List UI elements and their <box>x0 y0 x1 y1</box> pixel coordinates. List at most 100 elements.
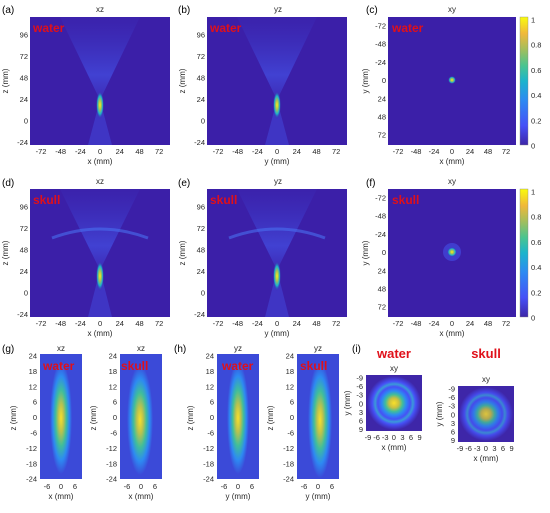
panel-c: (c) xy water -72 -48 -24 0 24 48 72 -72 -48 -24 0… <box>361 5 541 166</box>
y-tick-label: 9 <box>359 425 363 434</box>
panel-g-ylabel: z (mm) <box>9 405 18 430</box>
x-tick-label: 24 <box>466 147 474 156</box>
y-tick-label: -24 <box>283 475 294 484</box>
x-tick-label: -72 <box>213 147 224 156</box>
panel-f-focus <box>447 247 457 257</box>
panel-e-skull-band <box>228 227 326 240</box>
panel-c-medium: water <box>391 21 424 35</box>
x-tick-label: 0 <box>316 482 320 491</box>
x-tick-label: 6 <box>330 482 334 491</box>
panel-d-focus <box>96 261 104 291</box>
y-tick-label: 12 <box>206 382 214 391</box>
panel-g-xlabel: x (mm) <box>49 492 74 501</box>
y-tick-label: -6 <box>110 429 117 438</box>
y-tick-label: 6 <box>451 428 455 437</box>
y-tick-label: 12 <box>286 382 294 391</box>
x-tick-label: 6 <box>409 433 413 442</box>
y-tick-label: 24 <box>197 267 205 276</box>
y-tick-label: 3 <box>451 419 455 428</box>
x-tick-label: 3 <box>400 433 404 442</box>
x-tick-label: 0 <box>450 319 454 328</box>
x-tick-label: 72 <box>155 319 163 328</box>
colorbar-tick-label: 0 <box>531 142 535 151</box>
panel-f-ylabel: y (mm) <box>361 240 370 265</box>
panel-i-xlabel-right: x (mm) <box>474 454 499 463</box>
x-tick-label: -24 <box>252 147 263 156</box>
panel-a-label: (a) <box>2 5 14 16</box>
x-tick-label: 48 <box>484 147 492 156</box>
panel-h-ylabel-right: z (mm) <box>266 405 275 430</box>
x-tick-label: 48 <box>484 319 492 328</box>
x-tick-label: -48 <box>411 319 422 328</box>
panel-e-label: (e) <box>178 178 190 189</box>
y-tick-label: 24 <box>20 95 28 104</box>
panel-b-beam <box>237 17 317 100</box>
y-tick-label: -24 <box>375 230 386 239</box>
y-tick-label: 24 <box>286 352 294 361</box>
x-tick-label: 48 <box>135 147 143 156</box>
panel-h: (h) yz yz water skull 24 18 12 6 0 -6 -12 -18 -2… <box>174 344 339 501</box>
panel-h-ylabel: z (mm) <box>186 405 195 430</box>
y-tick-label: -24 <box>26 475 37 484</box>
panel-h-xlabel: y (mm) <box>226 492 251 501</box>
x-tick-label: 72 <box>332 319 340 328</box>
panel-b-label: (b) <box>178 5 190 16</box>
panel-i-ylabel-right: y (mm) <box>435 401 444 426</box>
panel-g-medium-right: skull <box>121 359 148 373</box>
panel-i-title-left: xy <box>390 364 398 373</box>
y-tick-label: -18 <box>26 459 37 468</box>
y-tick-label: -24 <box>203 475 214 484</box>
y-tick-label: 0 <box>33 413 37 422</box>
y-tick-label: -3 <box>448 402 455 411</box>
y-tick-label: -72 <box>375 194 386 203</box>
y-tick-label: 72 <box>378 131 386 140</box>
panel-d-medium: skull <box>33 193 60 207</box>
x-tick-label: 0 <box>236 482 240 491</box>
y-tick-label: 96 <box>197 31 205 40</box>
y-tick-label: 9 <box>451 436 455 445</box>
panel-d-skull-band <box>51 227 149 240</box>
panel-b-medium: water <box>209 21 242 35</box>
x-tick-label: 0 <box>275 147 279 156</box>
y-tick-label: 48 <box>378 285 386 294</box>
y-tick-label: -24 <box>106 475 117 484</box>
x-tick-label: -72 <box>393 319 404 328</box>
x-tick-label: -24 <box>75 319 86 328</box>
panel-g-title-left: xz <box>57 344 65 353</box>
panel-i-label: (i) <box>352 344 361 355</box>
panel-f-xlabel: x (mm) <box>440 329 465 338</box>
y-tick-label: 0 <box>359 399 363 408</box>
colorbar-tick-label: 0.8 <box>531 41 541 50</box>
panel-a-xlabel: x (mm) <box>88 157 113 166</box>
x-tick-label: 0 <box>392 433 396 442</box>
x-tick-label: 0 <box>450 147 454 156</box>
x-tick-label: -24 <box>75 147 86 156</box>
panel-f-medium: skull <box>392 193 419 207</box>
panel-b-title: yz <box>274 5 282 14</box>
panel-g-label: (g) <box>2 344 14 355</box>
y-tick-label: -24 <box>375 58 386 67</box>
panel-c-xlabel: x (mm) <box>440 157 465 166</box>
panel-a-medium: water <box>32 21 65 35</box>
x-tick-label: -9 <box>457 444 464 453</box>
panel-i-title-right: xy <box>482 375 490 384</box>
panel-e-ylabel: z (mm) <box>178 240 187 265</box>
panel-a-beam <box>60 17 140 100</box>
x-tick-label: -72 <box>393 147 404 156</box>
panel-h-label: (h) <box>174 344 186 355</box>
y-tick-label: 6 <box>359 417 363 426</box>
x-tick-label: -72 <box>213 319 224 328</box>
x-tick-label: 48 <box>135 319 143 328</box>
y-tick-label: 24 <box>20 267 28 276</box>
y-tick-label: 0 <box>24 117 28 126</box>
y-tick-label: -9 <box>356 374 363 383</box>
y-tick-label: -9 <box>448 385 455 394</box>
panel-e-focus <box>273 261 281 291</box>
x-tick-label: -72 <box>36 319 47 328</box>
colorbar-tick-label: 0.2 <box>531 288 541 297</box>
panel-c-ylabel: y (mm) <box>361 68 370 93</box>
y-tick-label: 18 <box>286 367 294 376</box>
x-tick-label: 6 <box>501 444 505 453</box>
panel-d-title: xz <box>96 177 104 186</box>
y-tick-label: 24 <box>109 352 117 361</box>
